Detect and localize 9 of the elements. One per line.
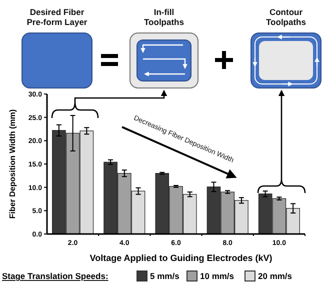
legend-title: Stage Translation Speeds: [2, 271, 108, 281]
text: Contour Toolpaths [266, 7, 306, 27]
x-axis-title: Voltage Applied to Guiding Electrodes (kV) [90, 253, 272, 263]
text: Desired Fiber Pre-form Layer [26, 7, 88, 27]
legend-label: 20 mm/s [258, 271, 292, 281]
text: In-fill Toolpaths [144, 7, 184, 27]
y-axis-title: Fiber Deposition Width (mm) [8, 109, 17, 219]
legend-label: 10 mm/s [200, 271, 234, 281]
legend-label: 5 mm/s [150, 271, 180, 281]
